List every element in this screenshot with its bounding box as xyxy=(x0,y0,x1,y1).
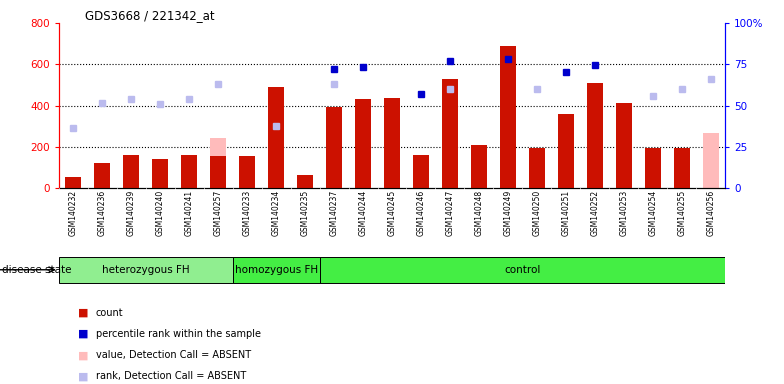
Text: count: count xyxy=(96,308,123,318)
Bar xyxy=(529,148,545,188)
Bar xyxy=(65,177,82,188)
Bar xyxy=(210,156,226,188)
Text: homozygous FH: homozygous FH xyxy=(234,265,318,275)
Text: GSM140248: GSM140248 xyxy=(474,190,484,236)
Text: ■: ■ xyxy=(78,371,89,381)
Bar xyxy=(500,46,516,188)
Text: heterozygous FH: heterozygous FH xyxy=(102,265,190,275)
Bar xyxy=(558,114,574,188)
Text: disease state: disease state xyxy=(2,265,71,275)
Bar xyxy=(384,139,400,188)
Text: GSM140247: GSM140247 xyxy=(445,190,455,237)
Bar xyxy=(94,164,111,188)
Text: GSM140254: GSM140254 xyxy=(648,190,657,237)
Text: GSM140256: GSM140256 xyxy=(706,190,715,237)
Bar xyxy=(94,164,111,188)
Text: GSM140253: GSM140253 xyxy=(619,190,628,237)
Text: GSM140232: GSM140232 xyxy=(69,190,78,236)
Text: rank, Detection Call = ABSENT: rank, Detection Call = ABSENT xyxy=(96,371,246,381)
Bar xyxy=(702,134,719,188)
Text: ■: ■ xyxy=(78,350,89,360)
Text: GSM140234: GSM140234 xyxy=(271,190,281,237)
Text: GSM140240: GSM140240 xyxy=(156,190,165,237)
Bar xyxy=(384,98,400,188)
Bar xyxy=(297,175,313,188)
Text: GSM140257: GSM140257 xyxy=(214,190,223,237)
Bar xyxy=(413,155,429,188)
Bar xyxy=(152,159,169,188)
Text: GSM140246: GSM140246 xyxy=(416,190,426,237)
Bar xyxy=(471,145,487,188)
Text: GSM140252: GSM140252 xyxy=(590,190,599,236)
Text: ■: ■ xyxy=(78,308,89,318)
Bar xyxy=(326,107,342,188)
Bar xyxy=(181,155,197,188)
Text: GDS3668 / 221342_at: GDS3668 / 221342_at xyxy=(85,9,215,22)
Text: GSM140235: GSM140235 xyxy=(300,190,310,237)
Text: GSM140241: GSM140241 xyxy=(185,190,194,236)
Bar xyxy=(297,175,313,188)
Bar xyxy=(320,257,725,283)
Text: GSM140237: GSM140237 xyxy=(329,190,339,237)
Bar xyxy=(233,257,320,283)
Text: GSM140249: GSM140249 xyxy=(503,190,513,237)
Bar xyxy=(442,79,458,188)
Text: ■: ■ xyxy=(78,329,89,339)
Bar xyxy=(673,148,690,188)
Bar xyxy=(587,83,603,188)
Bar xyxy=(123,155,140,188)
Bar xyxy=(239,156,255,188)
Bar xyxy=(181,155,197,188)
Bar xyxy=(123,155,140,188)
Text: GSM140244: GSM140244 xyxy=(358,190,368,237)
Text: control: control xyxy=(504,265,541,275)
Text: value, Detection Call = ABSENT: value, Detection Call = ABSENT xyxy=(96,350,251,360)
Bar xyxy=(268,87,284,188)
Text: GSM140245: GSM140245 xyxy=(387,190,397,237)
Bar xyxy=(644,148,661,188)
Bar xyxy=(152,159,169,188)
Bar xyxy=(210,137,226,188)
Text: GSM140233: GSM140233 xyxy=(242,190,252,237)
Bar xyxy=(615,103,632,188)
Bar xyxy=(615,148,632,188)
Text: GSM140255: GSM140255 xyxy=(677,190,686,237)
Text: GSM140239: GSM140239 xyxy=(127,190,136,237)
Text: GSM140250: GSM140250 xyxy=(532,190,542,237)
Bar xyxy=(59,257,233,283)
Text: percentile rank within the sample: percentile rank within the sample xyxy=(96,329,260,339)
Bar xyxy=(471,145,487,188)
Text: GSM140236: GSM140236 xyxy=(98,190,107,237)
Text: GSM140251: GSM140251 xyxy=(561,190,570,236)
Bar xyxy=(355,99,371,188)
Bar xyxy=(644,148,661,188)
